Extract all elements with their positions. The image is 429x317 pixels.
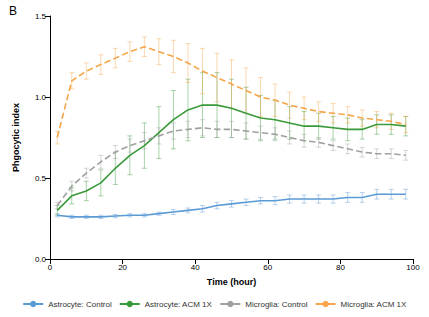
svg-text:B: B bbox=[9, 4, 17, 18]
svg-text:1.5: 1.5 bbox=[35, 12, 47, 21]
svg-text:Astrocyte: ACM 1X: Astrocyte: ACM 1X bbox=[145, 300, 213, 309]
svg-text:60: 60 bbox=[263, 263, 272, 272]
svg-text:0.0: 0.0 bbox=[35, 255, 47, 264]
svg-text:100: 100 bbox=[406, 263, 420, 272]
svg-text:40: 40 bbox=[191, 263, 200, 272]
svg-text:Microglia: ACM 1X: Microglia: ACM 1X bbox=[341, 300, 407, 309]
svg-text:Astrocyte: Control: Astrocyte: Control bbox=[48, 300, 112, 309]
svg-text:20: 20 bbox=[118, 263, 127, 272]
svg-text:Phgocytic index: Phgocytic index bbox=[11, 103, 21, 172]
svg-text:1.0: 1.0 bbox=[35, 93, 47, 102]
svg-text:0: 0 bbox=[48, 263, 53, 272]
svg-text:80: 80 bbox=[336, 263, 345, 272]
svg-text:Microglia: Control: Microglia: Control bbox=[245, 300, 307, 309]
svg-text:Time (hour): Time (hour) bbox=[207, 277, 256, 287]
svg-text:0.5: 0.5 bbox=[35, 174, 47, 183]
